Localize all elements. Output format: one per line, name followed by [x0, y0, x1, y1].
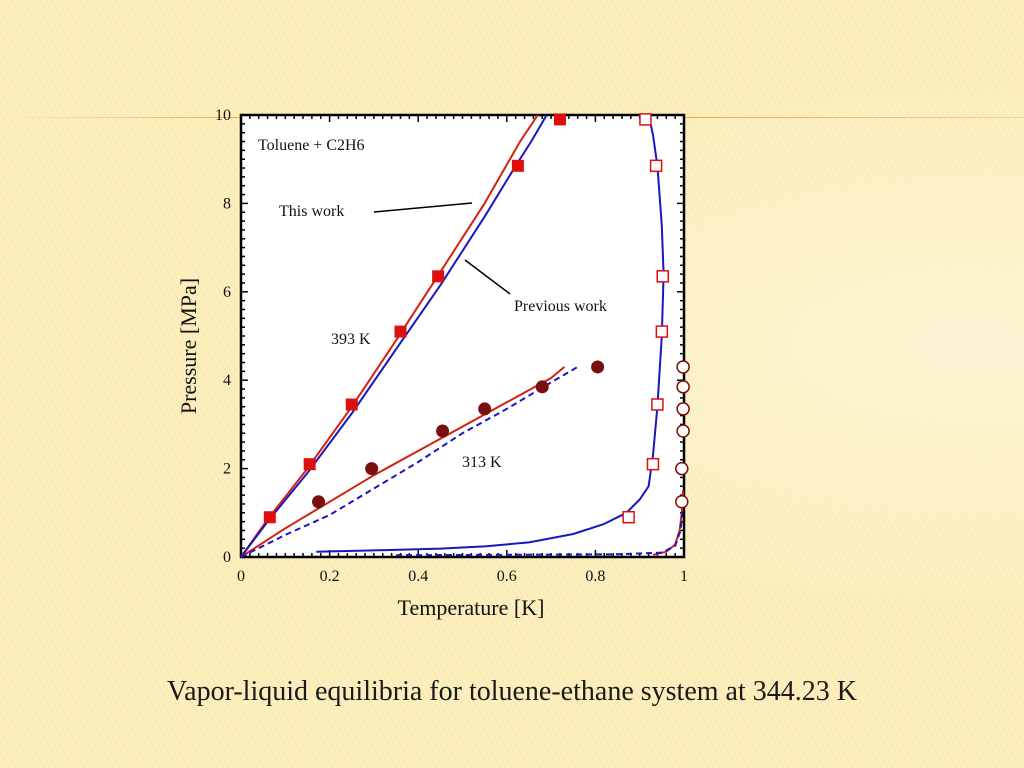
data-point-circle	[535, 380, 549, 394]
data-point-open-circle	[675, 495, 689, 509]
data-point-open-square	[656, 270, 669, 283]
annotation-previous-work: Previous work	[514, 298, 607, 315]
data-point-open-square	[622, 510, 635, 524]
data-point-square	[303, 458, 316, 471]
y-tick-label: 8	[223, 195, 231, 212]
plot-area	[239, 113, 686, 559]
data-point-open-circle	[676, 360, 690, 374]
data-point-open-circle	[676, 424, 690, 438]
data-point-open-circle	[676, 402, 690, 416]
x-tick-label: 0.2	[320, 568, 340, 585]
x-tick-label: 0	[237, 568, 245, 585]
y-tick-label: 6	[223, 284, 231, 301]
data-point-open-square	[655, 325, 669, 338]
series-line	[240, 366, 579, 558]
annotation-system: Toluene + C2H6	[258, 137, 365, 154]
x-tick-label: 0.6	[497, 568, 517, 585]
data-markers	[263, 113, 690, 524]
x-tick-label: 0.4	[408, 568, 428, 585]
x-axis-title: Temperature [K]	[398, 595, 545, 620]
series-line	[240, 114, 539, 558]
data-point-square	[394, 325, 407, 338]
series-line	[240, 114, 548, 558]
decorative-rule-right	[685, 117, 1024, 118]
data-point-square	[263, 511, 276, 524]
annotation-313k: 313 K	[462, 454, 502, 471]
y-tick-label: 2	[223, 461, 231, 478]
series-line	[395, 503, 685, 557]
leader-previous-work	[464, 259, 511, 295]
slide-caption: Vapor-liquid equilibria for toluene-etha…	[167, 676, 857, 707]
series-line	[652, 490, 685, 556]
y-tick-label: 0	[223, 549, 231, 566]
x-tick-label: 1	[680, 568, 688, 585]
data-point-circle	[478, 402, 492, 416]
leader-this-work	[373, 202, 473, 213]
data-point-open-square	[649, 159, 663, 173]
data-point-open-circle	[676, 380, 690, 394]
y-tick-label: 10	[215, 107, 231, 124]
annotation-this-work: This work	[279, 203, 344, 220]
data-point-circle	[312, 495, 326, 509]
decorative-rule-left	[0, 117, 240, 118]
annotation-393k: 393 K	[331, 331, 371, 348]
data-point-circle	[365, 462, 379, 476]
data-point-circle	[591, 360, 605, 374]
data-point-square	[511, 159, 524, 172]
data-point-open-circle	[675, 461, 689, 476]
data-point-square	[432, 270, 445, 283]
y-axis-title: Pressure [MPa]	[176, 278, 201, 414]
data-point-square	[553, 113, 566, 126]
data-point-circle	[436, 424, 450, 438]
x-tick-label: 0.8	[585, 568, 605, 585]
data-point-open-square	[639, 113, 652, 126]
y-tick-label: 4	[223, 372, 231, 389]
data-point-open-square	[651, 398, 664, 411]
series-line	[316, 114, 665, 553]
data-point-open-square	[646, 457, 660, 471]
data-point-square	[345, 398, 358, 411]
